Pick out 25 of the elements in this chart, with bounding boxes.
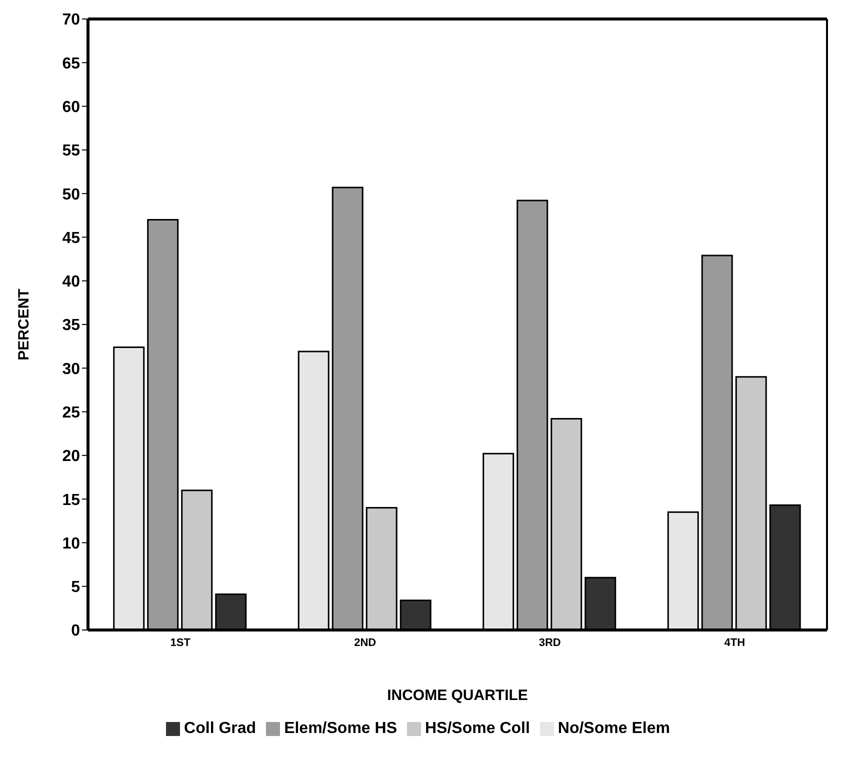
y-tick-label: 20: [62, 448, 80, 466]
legend-label: HS/Some Coll: [425, 720, 530, 737]
x-tick-label: 1ST: [170, 636, 191, 649]
y-tick-label: 50: [62, 186, 80, 204]
y-tick-label: 15: [62, 492, 80, 509]
legend-label: Coll Grad: [184, 720, 256, 737]
legend-label: No/Some Elem: [558, 720, 670, 737]
y-tick-label: 40: [62, 274, 80, 291]
x-axis-title: INCOME QUARTILE: [387, 687, 528, 704]
x-tick-label: 3RD: [538, 636, 561, 649]
x-tick-label: 4TH: [724, 636, 746, 649]
y-tick-label: 45: [62, 230, 80, 247]
y-tick-label: 10: [62, 535, 80, 552]
y-tick-label: 55: [62, 142, 80, 160]
y-tick-label: 60: [62, 98, 80, 116]
y-tick-label: 5: [71, 579, 80, 596]
y-axis-title: PERCENT: [15, 288, 32, 360]
y-tick-label: 70: [62, 12, 80, 29]
y-tick-label: 65: [62, 55, 80, 72]
legend-label: Elem/Some HS: [284, 720, 397, 737]
y-tick-label: 0: [71, 622, 80, 640]
y-tick-label: 35: [62, 317, 80, 334]
x-tick-label: 2ND: [354, 636, 376, 649]
y-tick-label: 30: [62, 360, 80, 378]
y-tick-label: 25: [62, 404, 80, 422]
